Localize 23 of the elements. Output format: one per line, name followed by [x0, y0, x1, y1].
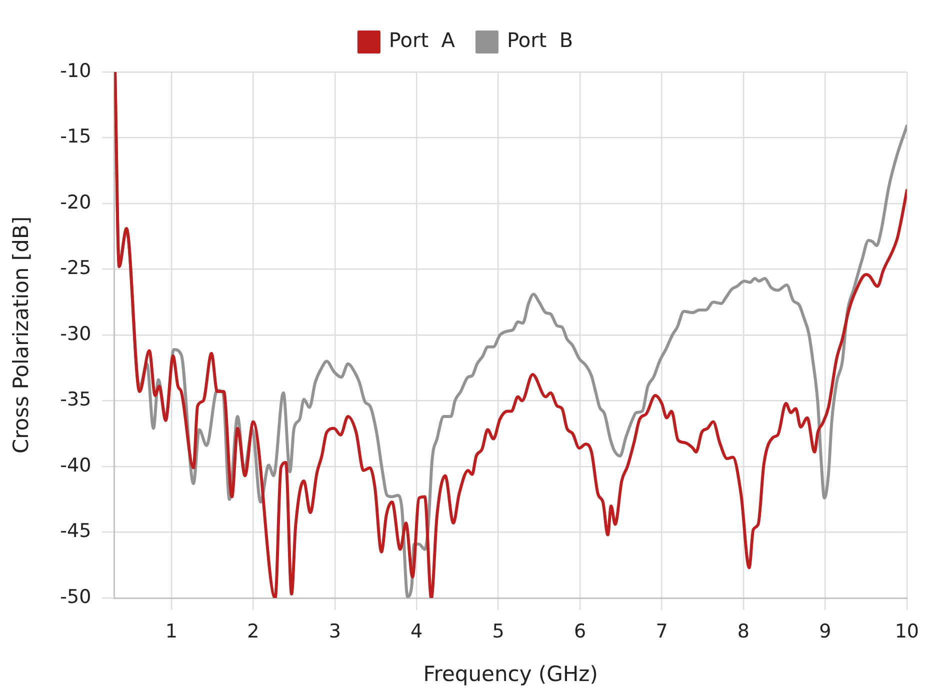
y-tick-label: -40: [60, 454, 92, 476]
x-tick-label: 7: [656, 620, 668, 642]
y-tick-label: -30: [60, 322, 92, 345]
x-tick-label: 4: [410, 620, 423, 642]
y-tick-label: -10: [60, 60, 92, 82]
y-tick-label: -35: [60, 388, 92, 411]
legend-label: Port B: [506, 28, 574, 52]
y-tick-label: -25: [60, 257, 92, 280]
y-tick-label: -15: [60, 126, 92, 148]
x-tick-label: 1: [165, 620, 178, 642]
y-tick-label: -50: [60, 586, 92, 608]
x-tick-label: 10: [894, 620, 920, 642]
legend-label: Port A: [388, 28, 456, 52]
x-tick-label: 3: [328, 620, 341, 642]
x-tick-label: 8: [737, 620, 750, 642]
y-tick-label: -20: [60, 191, 92, 214]
x-tick-label: 6: [574, 620, 586, 642]
x-tick-label: 2: [247, 620, 260, 642]
y-tick-label: -45: [60, 520, 92, 542]
x-tick-label: 9: [819, 620, 832, 642]
x-axis-title: Frequency (GHz): [423, 662, 598, 686]
y-axis-title: Cross Polarization [dB]: [9, 216, 34, 454]
x-tick-label: 5: [492, 620, 504, 642]
